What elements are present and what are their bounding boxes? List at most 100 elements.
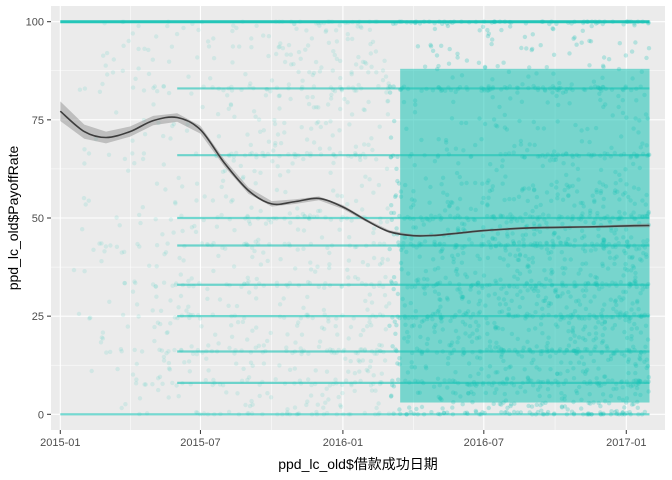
data-point [282, 241, 287, 247]
data-point [338, 106, 343, 112]
data-point [111, 57, 117, 62]
data-point [189, 276, 194, 281]
data-point [526, 403, 531, 409]
data-point [257, 393, 262, 399]
data-point [249, 150, 254, 156]
data-point [91, 247, 96, 252]
data-point [308, 151, 313, 156]
data-point [192, 223, 197, 229]
data-point [340, 349, 346, 354]
data-point [108, 349, 113, 355]
data-point [376, 401, 381, 406]
data-point [352, 245, 358, 250]
data-point [385, 99, 390, 104]
data-point [354, 244, 359, 249]
data-point [392, 118, 397, 124]
data-point [348, 359, 353, 364]
data-point [100, 336, 106, 341]
data-point [212, 412, 217, 417]
data-point [535, 409, 541, 415]
data-point [632, 23, 637, 28]
y-tick-label: 0 [38, 409, 44, 421]
data-point [88, 315, 93, 320]
data-point [179, 213, 184, 218]
data-point [371, 284, 377, 290]
data-point [356, 54, 361, 60]
data-point [205, 242, 210, 247]
data-point [338, 150, 343, 156]
data-point [240, 319, 246, 325]
data-point [569, 21, 574, 26]
data-point [545, 411, 550, 417]
data-point [102, 249, 107, 254]
data-point [130, 151, 135, 156]
data-point [350, 19, 355, 25]
data-point [242, 281, 247, 287]
data-point [632, 21, 637, 26]
data-point [360, 207, 365, 212]
data-point [282, 130, 287, 135]
data-point [622, 412, 627, 417]
data-point [226, 86, 231, 91]
data-point [229, 84, 234, 90]
data-point [250, 254, 255, 260]
data-point [122, 156, 128, 162]
data-point [295, 214, 300, 220]
data-point [184, 128, 190, 133]
data-point [415, 412, 420, 417]
data-point [180, 282, 185, 288]
data-point [330, 19, 335, 24]
data-point [353, 153, 358, 158]
data-point [404, 20, 409, 25]
data-point [380, 256, 385, 262]
data-point [200, 104, 205, 110]
data-point [241, 366, 246, 371]
data-point [363, 282, 368, 287]
data-point [275, 164, 280, 169]
data-point [190, 312, 195, 318]
data-point [464, 410, 469, 415]
data-point [391, 84, 396, 89]
data-point [329, 243, 335, 248]
data-point [266, 34, 272, 39]
data-point [358, 378, 363, 384]
data-point [140, 205, 145, 210]
data-point [333, 154, 338, 159]
data-point [608, 412, 614, 417]
data-point [601, 64, 606, 70]
data-point [274, 216, 279, 221]
data-point [347, 122, 352, 127]
data-point [216, 253, 221, 259]
data-point [316, 119, 321, 125]
data-point [166, 366, 172, 371]
data-point [345, 36, 350, 42]
data-point [137, 244, 142, 249]
data-point [492, 19, 498, 25]
data-point [601, 55, 607, 60]
data-point [321, 405, 326, 410]
data-point [359, 347, 364, 352]
data-point [315, 264, 320, 269]
data-point [379, 260, 385, 265]
data-point [249, 36, 254, 41]
data-point [378, 380, 383, 385]
data-point [153, 284, 158, 289]
data-point [248, 142, 253, 148]
data-point [455, 55, 460, 60]
data-point [305, 314, 311, 319]
data-point [600, 21, 605, 27]
data-point [377, 280, 382, 285]
data-point [327, 19, 332, 24]
data-point [164, 351, 169, 356]
data-point [196, 313, 201, 318]
data-point [231, 23, 236, 28]
data-point [288, 220, 293, 225]
data-point [473, 410, 479, 415]
data-point [251, 86, 256, 91]
data-point [317, 339, 323, 344]
data-point [226, 303, 231, 308]
data-point [369, 64, 374, 70]
data-point [135, 241, 140, 247]
data-point [126, 38, 131, 44]
data-point [385, 112, 391, 117]
